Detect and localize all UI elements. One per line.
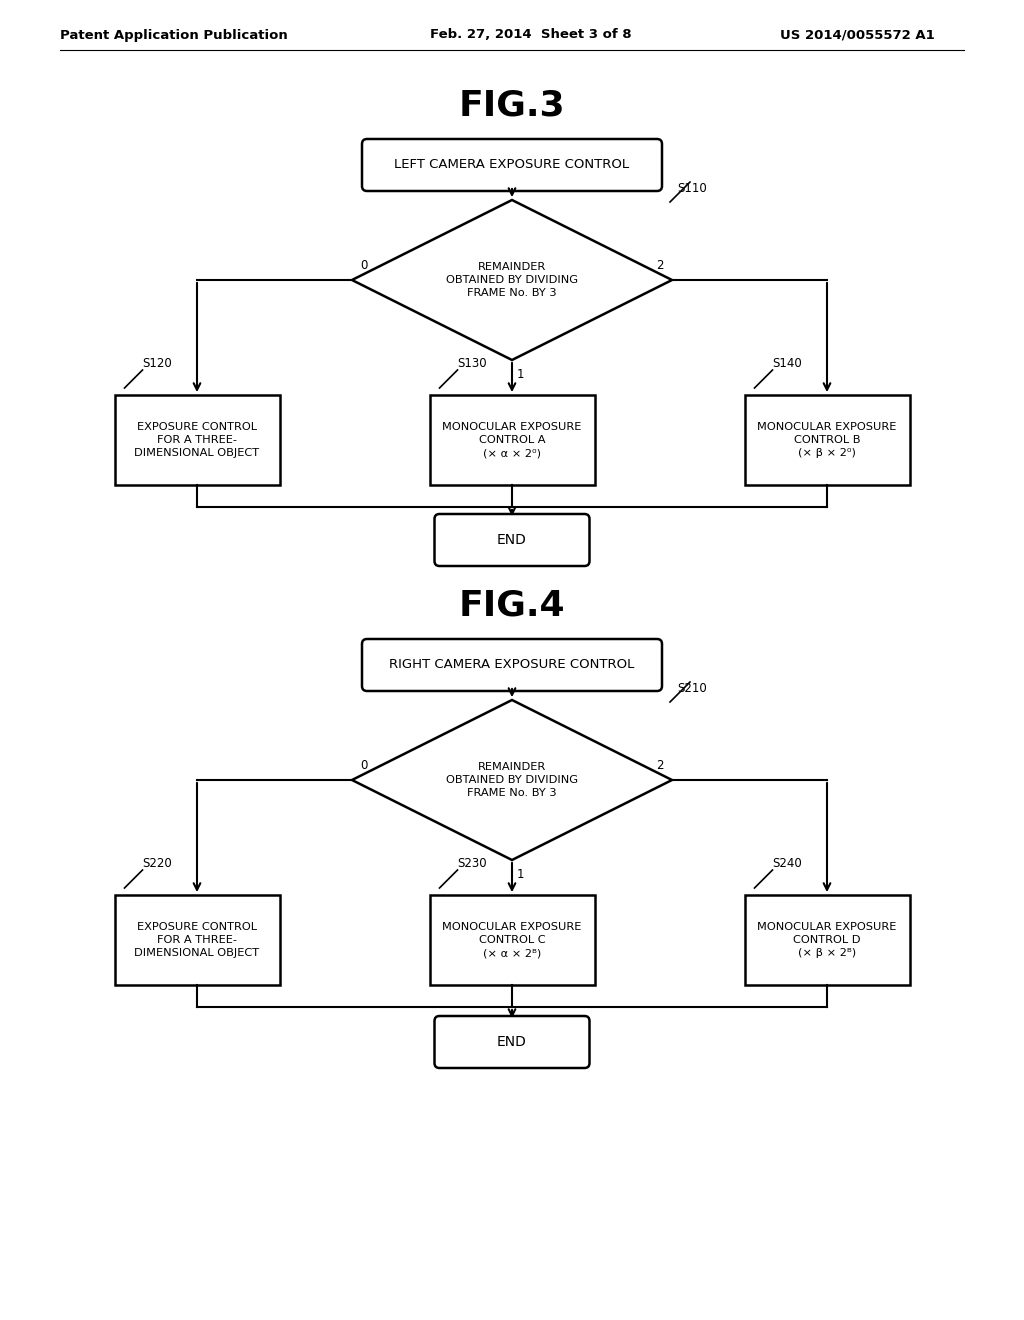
Text: Patent Application Publication: Patent Application Publication (60, 29, 288, 41)
Bar (744, 895, 909, 985)
Text: END: END (497, 1035, 527, 1049)
Text: S120: S120 (142, 356, 172, 370)
Text: EXPOSURE CONTROL
FOR A THREE-
DIMENSIONAL OBJECT: EXPOSURE CONTROL FOR A THREE- DIMENSIONA… (134, 422, 259, 458)
Text: S220: S220 (142, 857, 172, 870)
Text: MONOCULAR EXPOSURE
CONTROL C
(× α × 2ᴮ): MONOCULAR EXPOSURE CONTROL C (× α × 2ᴮ) (442, 921, 582, 958)
Text: 0: 0 (360, 259, 368, 272)
Polygon shape (352, 201, 672, 360)
Text: 1: 1 (517, 368, 524, 381)
Text: S210: S210 (677, 682, 707, 696)
Text: 0: 0 (360, 759, 368, 772)
Text: S130: S130 (458, 356, 487, 370)
Text: MONOCULAR EXPOSURE
CONTROL D
(× β × 2ᴮ): MONOCULAR EXPOSURE CONTROL D (× β × 2ᴮ) (758, 921, 897, 958)
Text: MONOCULAR EXPOSURE
CONTROL B
(× β × 2⁰): MONOCULAR EXPOSURE CONTROL B (× β × 2⁰) (758, 422, 897, 458)
Text: END: END (497, 533, 527, 546)
FancyBboxPatch shape (434, 1016, 590, 1068)
Text: US 2014/0055572 A1: US 2014/0055572 A1 (780, 29, 935, 41)
Text: S140: S140 (772, 356, 802, 370)
Text: FIG.3: FIG.3 (459, 88, 565, 121)
Polygon shape (352, 700, 672, 861)
Text: S240: S240 (772, 857, 802, 870)
Text: 1: 1 (517, 869, 524, 880)
Bar (115, 895, 280, 985)
Bar (744, 395, 909, 484)
Bar (115, 395, 280, 484)
FancyBboxPatch shape (362, 639, 662, 690)
Text: REMAINDER
OBTAINED BY DIVIDING
FRAME No. BY 3: REMAINDER OBTAINED BY DIVIDING FRAME No.… (446, 263, 578, 298)
Text: RIGHT CAMERA EXPOSURE CONTROL: RIGHT CAMERA EXPOSURE CONTROL (389, 659, 635, 672)
FancyBboxPatch shape (362, 139, 662, 191)
FancyBboxPatch shape (434, 513, 590, 566)
Text: REMAINDER
OBTAINED BY DIVIDING
FRAME No. BY 3: REMAINDER OBTAINED BY DIVIDING FRAME No.… (446, 762, 578, 797)
Text: EXPOSURE CONTROL
FOR A THREE-
DIMENSIONAL OBJECT: EXPOSURE CONTROL FOR A THREE- DIMENSIONA… (134, 921, 259, 958)
Text: MONOCULAR EXPOSURE
CONTROL A
(× α × 2⁰): MONOCULAR EXPOSURE CONTROL A (× α × 2⁰) (442, 422, 582, 458)
Bar (429, 895, 595, 985)
Text: S230: S230 (458, 857, 487, 870)
Text: Feb. 27, 2014  Sheet 3 of 8: Feb. 27, 2014 Sheet 3 of 8 (430, 29, 632, 41)
Bar (429, 395, 595, 484)
Text: LEFT CAMERA EXPOSURE CONTROL: LEFT CAMERA EXPOSURE CONTROL (394, 158, 630, 172)
Text: FIG.4: FIG.4 (459, 587, 565, 622)
Text: 2: 2 (656, 759, 664, 772)
Text: S110: S110 (677, 182, 707, 195)
Text: 2: 2 (656, 259, 664, 272)
